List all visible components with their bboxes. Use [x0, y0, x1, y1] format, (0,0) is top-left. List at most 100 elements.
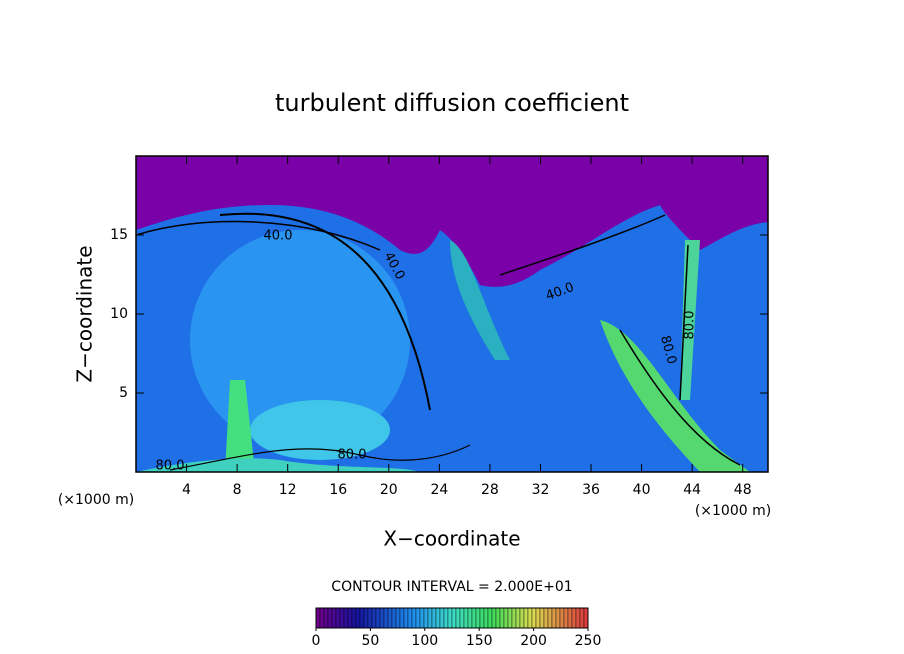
- x-tick-label: 20: [380, 482, 398, 498]
- colorbar-cell: [327, 607, 333, 629]
- contour-label: 80.0: [156, 459, 185, 474]
- colorbar-cell: [443, 607, 449, 629]
- contour-label: 80.0: [683, 311, 698, 340]
- x-tick-label: 24: [430, 482, 448, 498]
- colorbar-cell: [411, 607, 417, 629]
- colorbar-cell: [391, 607, 397, 629]
- colorbar-cell: [423, 607, 429, 629]
- colorbar-cell: [579, 607, 585, 629]
- colorbar: 0 50 100 150 200 250: [312, 607, 602, 649]
- colorbar-cell: [551, 607, 557, 629]
- x-unit: (×1000 m): [695, 503, 771, 519]
- colorbar-cell: [507, 607, 513, 629]
- colorbar-cell: [543, 607, 549, 629]
- colorbar-cell: [539, 607, 545, 629]
- colorbar-cell: [563, 607, 569, 629]
- colorbar-tick-label: 250: [575, 633, 602, 649]
- colorbar-cell: [415, 607, 421, 629]
- colorbar-cell: [479, 607, 485, 629]
- colorbar-cell: [459, 607, 465, 629]
- colorbar-cell: [315, 607, 321, 629]
- x-axis-label: X−coordinate: [383, 527, 520, 551]
- x-unit: (×1000 m): [58, 492, 134, 508]
- colorbar-cell: [567, 607, 573, 629]
- colorbar-tick-label: 100: [411, 633, 438, 649]
- colorbar-cell: [559, 607, 565, 629]
- colorbar-cell: [435, 607, 441, 629]
- colorbar-cell: [467, 607, 473, 629]
- chart-title: turbulent diffusion coefficient: [275, 89, 629, 117]
- colorbar-cell: [471, 607, 477, 629]
- colorbar-cell: [355, 607, 361, 629]
- colorbar-cell: [487, 607, 493, 629]
- colorbar-cell: [491, 607, 497, 629]
- colorbar-cell: [535, 607, 541, 629]
- contour-interval: CONTOUR INTERVAL = 2.000E+01: [331, 579, 572, 595]
- contour-label: 80.0: [338, 448, 367, 463]
- colorbar-cell: [555, 607, 561, 629]
- colorbar-cell: [343, 607, 349, 629]
- colorbar-cell: [583, 607, 589, 629]
- colorbar-cell: [407, 607, 413, 629]
- colorbar-cell: [351, 607, 357, 629]
- colorbar-cell: [331, 607, 337, 629]
- x-tick-label: 28: [481, 482, 499, 498]
- colorbar-tick-label: 0: [312, 633, 321, 649]
- colorbar-tick-label: 150: [466, 633, 493, 649]
- colorbar-cell: [335, 607, 341, 629]
- colorbar-cell: [499, 607, 505, 629]
- colorbar-cell: [463, 607, 469, 629]
- x-tick-label: 36: [582, 482, 600, 498]
- colorbar-frame: [315, 607, 589, 629]
- colorbar-cell: [339, 607, 345, 629]
- y-tick-label: 10: [110, 306, 128, 322]
- colorbar-cell: [403, 607, 409, 629]
- colorbar-cell: [455, 607, 461, 629]
- x-tick-label: 4: [182, 482, 191, 498]
- colorbar-cell: [323, 607, 329, 629]
- colorbar-cell: [451, 607, 457, 629]
- y-tick-label: 5: [119, 385, 128, 401]
- colorbar-cell: [475, 607, 481, 629]
- x-tick-label: 16: [329, 482, 347, 498]
- colorbar-cell: [519, 607, 525, 629]
- colorbar-cell: [371, 607, 377, 629]
- contour-label: 80.0: [657, 334, 679, 366]
- colorbar-cell: [319, 607, 325, 629]
- colorbar-cell: [363, 607, 369, 629]
- x-tick-label: 44: [683, 482, 701, 498]
- colorbar-cell: [447, 607, 453, 629]
- x-tick-label: 32: [532, 482, 550, 498]
- colorbar-cell: [571, 607, 577, 629]
- contour-label: 40.0: [264, 229, 293, 244]
- colorbar-cell: [379, 607, 385, 629]
- colorbar-cell: [431, 607, 437, 629]
- colorbar-cell: [347, 607, 353, 629]
- colorbar-cell: [427, 607, 433, 629]
- x-tick-label: 8: [233, 482, 242, 498]
- field: [136, 156, 768, 472]
- colorbar-cell: [527, 607, 533, 629]
- colorbar-tick-label: 50: [361, 633, 379, 649]
- colorbar-cell: [399, 607, 405, 629]
- y-axis-label: Z−coordinate: [73, 245, 97, 382]
- colorbar-cell: [359, 607, 365, 629]
- colorbar-cell: [375, 607, 381, 629]
- colorbar-cell: [367, 607, 373, 629]
- colorbar-cell: [419, 607, 425, 629]
- colorbar-cell: [511, 607, 517, 629]
- colorbar-cell: [383, 607, 389, 629]
- colorbar-cell: [387, 607, 393, 629]
- colorbar-cell: [483, 607, 489, 629]
- colorbar-cell: [395, 607, 401, 629]
- colorbar-cell: [547, 607, 553, 629]
- colorbar-cell: [523, 607, 529, 629]
- colorbar-cell: [495, 607, 501, 629]
- colorbar-cell: [575, 607, 581, 629]
- colorbar-cell: [439, 607, 445, 629]
- colorbar-tick-label: 200: [520, 633, 547, 649]
- colorbar-cell: [515, 607, 521, 629]
- colorbar-cell: [503, 607, 509, 629]
